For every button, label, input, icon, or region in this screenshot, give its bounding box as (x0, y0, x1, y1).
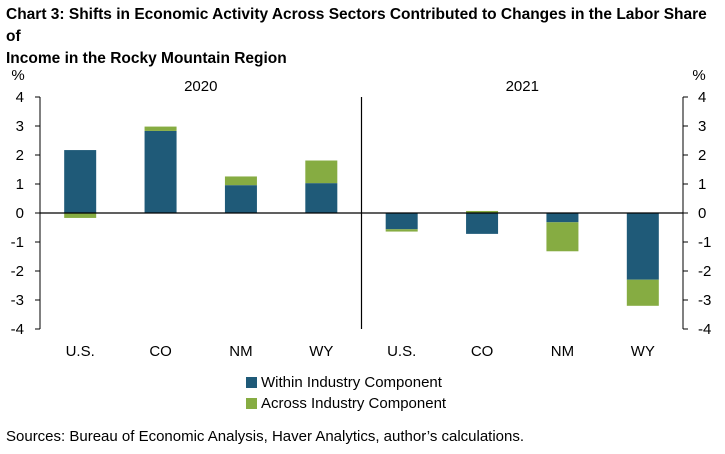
y-tick-label-right: -1 (698, 234, 711, 251)
bar-within-1 (144, 130, 177, 213)
bar-within-0 (64, 150, 97, 213)
y-tick-label-right: 3 (698, 118, 706, 135)
y-tick-label-left: 1 (16, 176, 24, 193)
x-tick-label-1: CO (149, 343, 172, 360)
bar-within-3 (305, 183, 338, 213)
bar-across-7 (626, 279, 659, 306)
y-tick-label-right: 0 (698, 205, 706, 222)
legend-swatch-within (246, 377, 257, 388)
bar-within-6 (546, 213, 579, 223)
bar-within-4 (385, 213, 418, 230)
y-tick-label-left: -2 (11, 263, 24, 280)
y-tick-label-left: -3 (11, 292, 24, 309)
y-tick-label-left: 2 (16, 147, 24, 164)
legend-swatch-across (246, 398, 257, 409)
chart-title-line-2: Income in the Rocky Mountain Region (6, 50, 287, 67)
y-axis-unit-left: % (11, 67, 24, 84)
bar-across-1 (144, 126, 177, 131)
bar-across-6 (546, 222, 579, 252)
y-tick-label-left: -4 (11, 321, 24, 338)
x-tick-label-5: CO (471, 343, 494, 360)
y-tick-label-left: 0 (16, 205, 24, 222)
y-tick-label-right: -4 (698, 321, 711, 338)
legend-label-across: Across Industry Component (261, 395, 447, 412)
panel-label-2021: 2021 (506, 78, 539, 95)
y-tick-label-right: 1 (698, 176, 706, 193)
bar-across-2 (224, 176, 257, 186)
x-tick-label-0: U.S. (66, 343, 95, 360)
x-tick-label-6: NM (551, 343, 574, 360)
y-tick-label-left: 4 (16, 89, 24, 106)
y-tick-label-right: -2 (698, 263, 711, 280)
x-tick-label-2: NM (229, 343, 252, 360)
chart-plot: 4 4 3 3 2 2 1 1 0 0 -1 -1 -2 -2 -3 -3 -4 -4% % 2020 2021 U.S.… (11, 67, 712, 360)
chart-title: Chart 3: Shifts in Economic Activity Acr… (6, 4, 721, 70)
y-tick-label-right: -3 (698, 292, 711, 309)
bar-within-7 (626, 213, 659, 280)
chart-title-line-1: Chart 3: Shifts in Economic Activity Acr… (6, 6, 707, 45)
x-tick-label-4: U.S. (387, 343, 416, 360)
bar-within-5 (466, 213, 499, 234)
y-tick-label-left: 3 (16, 118, 24, 135)
x-tick-label-3: WY (309, 343, 333, 360)
bar-within-2 (224, 185, 257, 213)
source-note: Sources: Bureau of Economic Analysis, Ha… (6, 428, 525, 445)
bar-across-3 (305, 160, 338, 184)
legend-item-across: Across Industry Component (246, 393, 446, 414)
panel-label-2020: 2020 (184, 78, 217, 95)
y-tick-label-left: -1 (11, 234, 24, 251)
legend-item-within: Within Industry Component (246, 372, 446, 393)
y-tick-label-right: 4 (698, 89, 706, 106)
legend-label-within: Within Industry Component (261, 374, 442, 391)
x-tick-label-7: WY (631, 343, 655, 360)
bar-across-0 (64, 213, 97, 218)
bar-across-5 (466, 210, 499, 213)
chart-legend: Within Industry Component Across Industr… (246, 372, 446, 414)
bar-across-4 (385, 229, 418, 232)
y-axis-unit-right: % (692, 67, 705, 84)
y-tick-label-right: 2 (698, 147, 706, 164)
